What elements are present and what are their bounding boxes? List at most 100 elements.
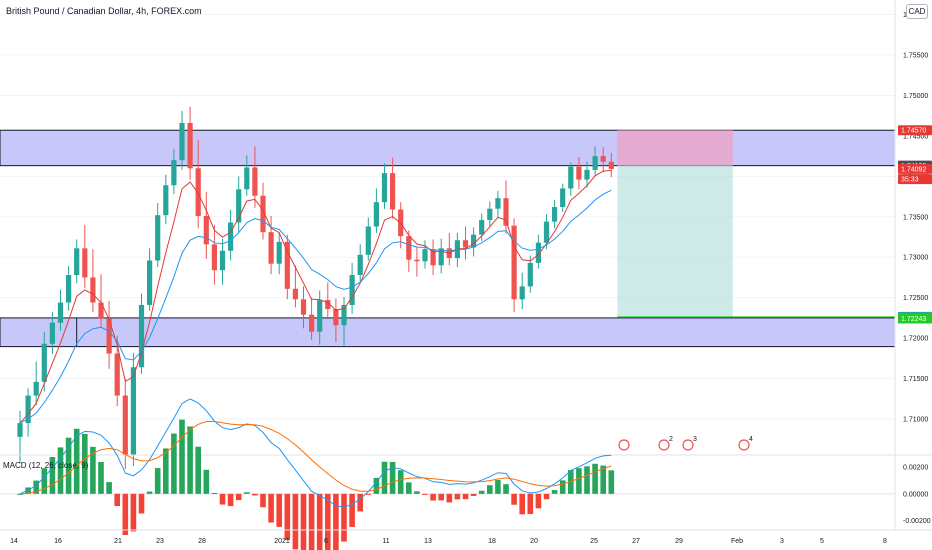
macd-histogram-bar (568, 470, 574, 494)
candle-body (552, 207, 558, 222)
price-tag-label: 1.72243 (901, 316, 926, 323)
macd-histogram-bar (551, 490, 558, 494)
candle-body (422, 249, 428, 262)
time-tick-label: 29 (675, 538, 683, 545)
candle-body (236, 189, 242, 223)
macd-histogram-bar (82, 433, 88, 494)
candle-body (147, 260, 153, 305)
candle-body (527, 262, 533, 287)
macd-histogram-bar (179, 419, 185, 494)
macd-histogram-bar (163, 448, 169, 494)
price-tag (898, 163, 932, 174)
event-marker-icon (658, 439, 670, 451)
price-axis[interactable]: 1.760001.755001.750001.745001.740001.735… (894, 0, 932, 530)
event-markers[interactable]: 2 3 4 (618, 436, 753, 451)
event-marker-count: 2 (669, 436, 673, 443)
macd-histogram-bar (535, 493, 542, 509)
candle-body (49, 322, 55, 344)
candle-body (495, 198, 501, 209)
macd-histogram-bar (268, 493, 274, 523)
candle-body (309, 314, 315, 332)
macd-histogram-bar (90, 446, 96, 494)
time-tick-label: 18 (488, 538, 496, 545)
macd-histogram-bar (252, 493, 258, 496)
macd-tick-label: 0.00200 (903, 465, 928, 472)
time-tick-label: 27 (632, 538, 640, 545)
candle-body (438, 248, 444, 266)
macd-histogram-bar (397, 470, 404, 494)
price-tag-label: 35:33 (901, 177, 919, 184)
macd-histogram-bar (276, 493, 282, 527)
macd-histogram-bar (300, 493, 307, 550)
time-tick-label: 11 (382, 538, 389, 545)
time-tick-label: 23 (156, 538, 164, 545)
candle-body (300, 299, 307, 315)
candles (17, 106, 614, 470)
candle-body (41, 343, 47, 382)
candle-body (584, 169, 590, 180)
candle-body (479, 220, 485, 235)
candle-body (155, 215, 161, 261)
price-tag (898, 174, 932, 185)
macd-histogram-bar (430, 493, 436, 501)
time-tick-label: 6 (324, 538, 328, 545)
candle-body (74, 248, 80, 276)
candle-body (430, 249, 436, 266)
candle-body (57, 302, 64, 323)
macd-histogram-bar (422, 493, 428, 495)
macd-histogram-bar (211, 493, 218, 495)
candle-body (33, 381, 39, 396)
macd-histogram-bar (98, 461, 104, 494)
macd-histogram-bar (365, 493, 372, 495)
macd-histogram-bar (154, 468, 161, 494)
macd-histogram-bar (65, 437, 72, 494)
macd-histogram-bar (406, 482, 412, 494)
macd-histogram-bar (333, 493, 339, 550)
macd-histogram-bar (462, 493, 469, 500)
event-marker-icon (618, 439, 630, 451)
macd-histogram-bar (146, 491, 153, 494)
signal-line (19, 421, 612, 495)
candle-body (487, 208, 493, 221)
candle-body (138, 304, 145, 368)
macd-histogram-bar (454, 493, 461, 500)
price-tick-label: 1.71500 (903, 376, 928, 383)
macd-histogram-bar (349, 493, 355, 527)
time-tick-label: 8 (883, 538, 887, 545)
price-tick-label: 1.72500 (903, 295, 928, 302)
macd-histogram-bar (446, 493, 453, 503)
candle-body (130, 367, 136, 455)
time-tick-label: 3 (780, 538, 784, 545)
event-marker-count: 4 (749, 436, 753, 443)
candle-body (568, 166, 574, 189)
time-tick-label: 21 (114, 538, 122, 545)
candle-body (406, 236, 412, 260)
candle-body (341, 304, 347, 326)
macd-histogram-bar (114, 493, 120, 507)
candle-body (106, 318, 112, 354)
time-tick-label: 13 (424, 538, 432, 545)
currency-badge[interactable]: CAD (906, 4, 928, 19)
event-marker-icon (682, 439, 694, 451)
price-tag (898, 125, 932, 136)
macd-histogram-bar (576, 468, 582, 494)
zone-resistance (0, 129, 896, 167)
candle-body (211, 244, 217, 271)
candle-body (187, 122, 193, 169)
price-tick-label: 1.75500 (903, 53, 928, 60)
position-tool[interactable] (617, 130, 895, 318)
candle-body (171, 160, 177, 186)
candle-body (325, 300, 331, 310)
candle-body (17, 423, 23, 437)
macd-histogram-bar (171, 433, 177, 494)
candle-body (381, 173, 388, 203)
macd-histogram-bar (195, 446, 201, 494)
macd-histogram-bar (203, 469, 210, 494)
candle-body (292, 288, 298, 300)
time-axis[interactable]: 14 16 21 23 28 2021 6 11 13 18 20 25 27 29 Feb 3 5 8 (0, 529, 932, 545)
candle-body (163, 185, 169, 216)
macd-histogram-bar (284, 493, 291, 540)
macd-histogram-bar (511, 493, 517, 505)
macd-histogram-bar (138, 493, 145, 514)
